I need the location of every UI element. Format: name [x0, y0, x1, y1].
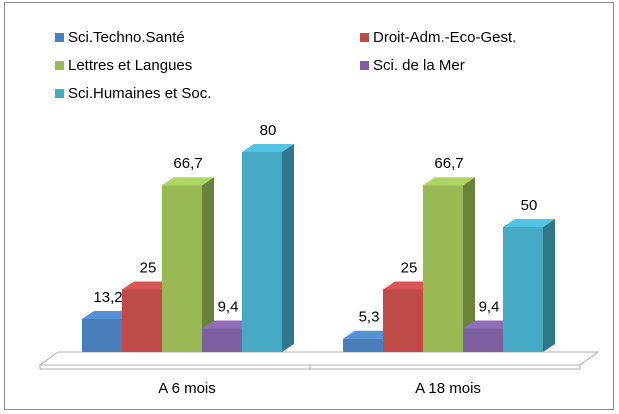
- value-label: 5,3: [359, 309, 380, 326]
- legend-label: Droit-Adm.-Eco-Gest.: [373, 29, 516, 46]
- bar-top: [82, 311, 134, 319]
- legend-swatch: [55, 33, 64, 42]
- value-label: 80: [260, 122, 277, 139]
- bar: [383, 289, 423, 352]
- value-label: 66,7: [434, 155, 463, 172]
- bar: [503, 227, 543, 352]
- value-label: 66,7: [173, 155, 202, 172]
- bar: [242, 152, 282, 352]
- bar: [423, 185, 463, 352]
- legend-label: Sci.Techno.Santé: [68, 29, 185, 46]
- bar-top: [423, 177, 475, 186]
- floor: [38, 351, 600, 366]
- legend-label: Sci. de la Mer: [373, 57, 465, 74]
- bar: [463, 328, 503, 352]
- bar-top: [202, 320, 254, 329]
- bar-side: [463, 177, 475, 352]
- legend-label: Sci.Humaines et Soc.: [68, 85, 211, 102]
- bar-top: [383, 281, 435, 290]
- legend-swatch: [55, 61, 64, 70]
- legend-swatch: [55, 89, 64, 98]
- legend-label: Lettres et Langues: [68, 57, 192, 74]
- value-label: 25: [140, 259, 157, 276]
- bar-top: [242, 144, 294, 152]
- value-label: 13,2: [93, 289, 122, 306]
- value-label: 50: [521, 197, 538, 214]
- bar-top: [162, 177, 214, 186]
- bar-side: [543, 219, 555, 352]
- value-label: 9,4: [218, 298, 239, 315]
- bar: [202, 328, 242, 352]
- bar-side: [282, 144, 294, 352]
- value-label: 25: [401, 259, 418, 276]
- bar-top: [503, 219, 555, 227]
- legend-swatch: [360, 33, 369, 42]
- bar: [82, 319, 122, 352]
- x-tick-label: A 18 mois: [415, 380, 481, 397]
- bar-top: [122, 281, 174, 290]
- value-label: 9,4: [479, 298, 500, 315]
- bar: [122, 289, 162, 352]
- bar-top: [343, 330, 395, 339]
- bar-top: [463, 320, 515, 329]
- bar-side: [202, 177, 214, 352]
- legend-swatch: [360, 61, 369, 70]
- x-tick-label: A 6 mois: [158, 380, 216, 397]
- bar: [162, 185, 202, 352]
- bar: [343, 338, 383, 352]
